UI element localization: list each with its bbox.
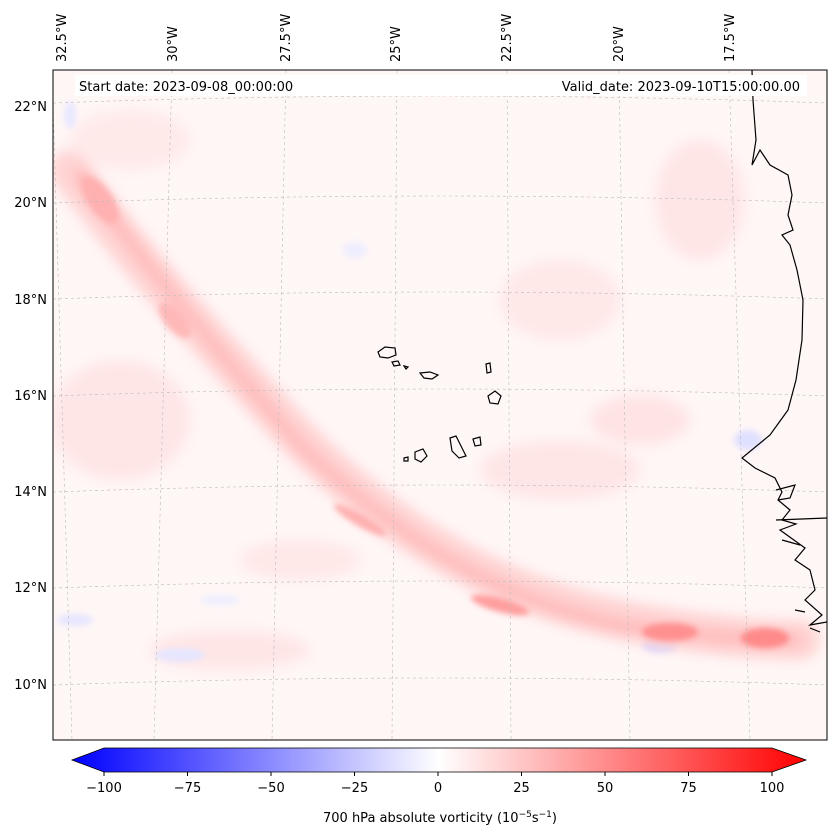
island-maio [472, 436, 482, 447]
vorticity-maxima [81, 176, 789, 648]
lon-label: 17.5°W [723, 14, 738, 62]
island-santo-antao [377, 346, 397, 359]
island-sao-nicolau [418, 371, 440, 380]
west-africa-coastline [741, 70, 827, 626]
lon-label: 32.5°W [55, 14, 70, 62]
colorbar-bar [70, 747, 808, 773]
island-santiago [449, 435, 467, 459]
colorbar-tick-label: 0 [434, 781, 442, 796]
lat-label: 12°N [14, 581, 47, 596]
colorbar-tick-label: 100 [760, 781, 785, 796]
valid-date-label: Valid_date: 2023-09-10T15:00:00.00 [562, 80, 800, 95]
longitude-labels: 32.5°W 30°W 27.5°W 25°W 22.5°W 20°W 17.5… [55, 14, 738, 62]
island-sal [485, 362, 492, 374]
colorbar-tick-label: −100 [86, 781, 122, 796]
west-africa-gambia-inlet [775, 484, 796, 501]
map-frame [52, 69, 828, 741]
map-panel: Start date: 2023-09-08_00:00:00 Valid_da… [52, 69, 828, 741]
lat-label: 18°N [14, 293, 47, 308]
lat-label: 16°N [14, 389, 47, 404]
lat-label: 10°N [14, 678, 47, 693]
island-santa-luzia [402, 365, 410, 370]
lat-label: 14°N [14, 485, 47, 500]
colorbar: −100 −75 −50 −25 0 25 50 75 100 700 hPa absolute… [70, 747, 808, 826]
colorbar-tick-label: −50 [257, 781, 284, 796]
colorbar-tick-label: 50 [597, 781, 614, 796]
coastlines [741, 70, 827, 633]
colorbar-ticks: −100 −75 −50 −25 0 25 50 75 100 [86, 772, 784, 796]
cabo-verde-islands [377, 346, 502, 463]
island-fogo [414, 448, 428, 463]
colorbar-tick-label: −25 [341, 781, 368, 796]
lat-label: 20°N [14, 196, 47, 211]
colorbar-tick-label: −75 [174, 781, 201, 796]
easterly-wave-band [53, 150, 820, 660]
colorbar-title: 700 hPa absolute vorticity (10−5s−1) [323, 810, 557, 826]
lon-label: 27.5°W [279, 14, 294, 62]
lon-label: 30°W [166, 26, 181, 62]
graticule [53, 70, 827, 740]
lon-label: 22.5°W [500, 14, 515, 62]
date-annotation-box [75, 75, 807, 96]
lon-label: 20°W [612, 26, 627, 62]
colorbar-tick-label: 25 [513, 781, 530, 796]
island-sao-vicente [391, 360, 401, 367]
lon-label: 25°W [389, 26, 404, 62]
vorticity-field [53, 70, 827, 740]
lat-label: 22°N [14, 100, 47, 115]
guinea-bissau-islands [775, 517, 827, 633]
start-date-label: Start date: 2023-09-08_00:00:00 [79, 80, 293, 95]
island-boa-vista [487, 390, 502, 405]
colorbar-tick-label: 75 [680, 781, 697, 796]
island-brava [403, 456, 409, 462]
latitude-labels: 22°N 20°N 18°N 16°N 14°N 12°N 10°N [14, 100, 47, 693]
